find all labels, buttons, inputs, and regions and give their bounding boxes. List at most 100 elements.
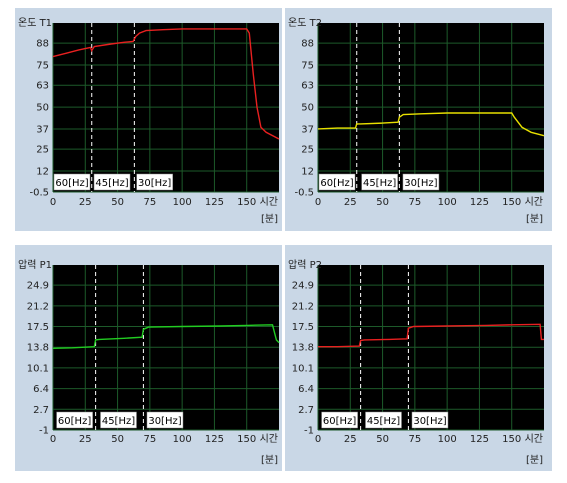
x-axis-unit: [분]: [261, 213, 278, 225]
phase-label-box: [402, 173, 440, 191]
series-line: [52, 28, 280, 140]
x-tick-label: 100: [173, 434, 192, 445]
x-axis-unit: [분]: [261, 454, 278, 466]
x-axis-label: 시간: [525, 433, 543, 445]
x-tick-label: 0: [50, 197, 56, 208]
y-tick-label: 25: [36, 145, 49, 156]
y-tick-label: 12: [36, 166, 49, 177]
chart-title: 압력 P2: [288, 258, 322, 271]
phase-label-text: 30[Hz]: [404, 178, 437, 189]
y-tick-label: 2.7: [33, 405, 49, 416]
y-tick-label: 17.5: [27, 322, 49, 333]
phase-label-box: [93, 173, 131, 191]
phase-label: 45[Hz]: [93, 173, 131, 191]
y-tick-label: 75: [301, 61, 314, 72]
y-tick-label: 63: [301, 81, 314, 92]
x-tick-label: 50: [111, 434, 124, 445]
y-tick-label: 12: [301, 166, 314, 177]
x-tick-label: 125: [205, 197, 224, 208]
chart-svg: 60[Hz] 45[Hz] 30[Hz] -0.5 12 25 37 50 63 75 88 0 25 5…: [18, 17, 280, 225]
y-tick-label: 13.8: [292, 343, 314, 354]
x-axis-unit: [분]: [526, 454, 543, 466]
x-tick-label: 75: [408, 197, 421, 208]
x-tick-label: 125: [470, 197, 489, 208]
x-tick-label: 25: [344, 434, 357, 445]
y-tick-label: -0.5: [294, 188, 314, 199]
phase-label-box: [365, 411, 402, 429]
phase-label: 60[Hz]: [53, 173, 91, 191]
phase-label-box: [136, 173, 173, 191]
phase-label: 60[Hz]: [321, 411, 358, 429]
x-tick-label: 100: [438, 434, 457, 445]
phase-label: 30[Hz]: [146, 411, 184, 429]
phase-label: 45[Hz]: [100, 411, 137, 429]
x-tick-label: 0: [315, 434, 321, 445]
x-tick-label: 75: [143, 434, 156, 445]
series-line: [52, 324, 280, 349]
y-tick-label: 24.9: [27, 281, 49, 292]
chart-panel-t2: 60[Hz] 45[Hz] 30[Hz] -0.5 12 25 37 50 63 75 88 0 25 5…: [285, 8, 552, 231]
phase-label: 45[Hz]: [365, 411, 402, 429]
y-tick-label: 10.1: [27, 363, 49, 374]
chart-panel-p2: 60[Hz] 45[Hz] 30[Hz] -1 2.7 6.4 10.1 13.8 17.5 21…: [285, 245, 552, 471]
phase-label-box: [146, 411, 184, 429]
y-tick-label: -1: [304, 426, 314, 437]
y-tick-label: 13.8: [27, 343, 49, 354]
y-tick-label: 37: [301, 124, 314, 135]
x-tick-label: 50: [376, 197, 389, 208]
phase-label-box: [56, 411, 93, 429]
y-tick-label: 25: [301, 145, 314, 156]
phase-label: 30[Hz]: [402, 173, 440, 191]
phase-label-text: 60[Hz]: [320, 178, 353, 189]
chart-svg: 60[Hz] 45[Hz] 30[Hz] -1 2.7 6.4 10.1 13.8 17.5 21…: [288, 258, 544, 466]
grid: [317, 23, 544, 193]
x-tick-label: 25: [79, 197, 92, 208]
x-tick-label: 50: [376, 434, 389, 445]
phase-label-box: [321, 411, 358, 429]
x-tick-label: 150: [237, 197, 256, 208]
series-line: [318, 323, 544, 348]
phase-label-text: 60[Hz]: [58, 416, 91, 427]
y-tick-label: 50: [301, 103, 314, 114]
x-tick-label: 150: [502, 197, 521, 208]
grid: [52, 265, 279, 431]
phase-label: 30[Hz]: [136, 173, 173, 191]
phase-label-box: [100, 411, 137, 429]
chart-panel-t1: 60[Hz] 45[Hz] 30[Hz] -0.5 12 25 37 50 63 75 88 0 25 5…: [15, 8, 282, 231]
phase-label-box: [318, 173, 356, 191]
chart-panel-p1: 60[Hz] 45[Hz] 30[Hz] -1 2.7 6.4 10.1 13.8 17.5 21…: [15, 245, 282, 471]
phase-label-text: 45[Hz]: [102, 416, 135, 427]
phase-label-text: 45[Hz]: [367, 416, 400, 427]
x-axis-label: 시간: [260, 196, 278, 208]
grid: [52, 23, 279, 193]
phase-label-text: 30[Hz]: [138, 178, 171, 189]
series-line: [317, 112, 545, 137]
y-tick-label: 88: [301, 39, 314, 50]
x-tick-label: 0: [315, 197, 321, 208]
x-axis-label: 시간: [525, 196, 543, 208]
x-tick-label: 150: [237, 434, 256, 445]
phase-label-box: [411, 411, 449, 429]
phase-label-text: 30[Hz]: [148, 416, 181, 427]
y-tick-label: 6.4: [298, 384, 314, 395]
x-tick-label: 75: [408, 434, 421, 445]
y-tick-label: 10.1: [292, 363, 314, 374]
y-tick-label: 50: [36, 103, 49, 114]
chart-svg: 60[Hz] 45[Hz] 30[Hz] -0.5 12 25 37 50 63 75 88 0 25 5…: [288, 17, 545, 225]
x-tick-label: 125: [205, 434, 224, 445]
x-tick-label: 100: [173, 197, 192, 208]
x-axis-label: 시간: [260, 433, 278, 445]
chart-title: 온도 T1: [18, 17, 52, 29]
y-tick-label: 6.4: [33, 384, 49, 395]
phase-label: 60[Hz]: [56, 411, 93, 429]
y-tick-label: 21.2: [27, 301, 49, 312]
x-tick-label: 125: [470, 434, 489, 445]
y-tick-label: 24.9: [292, 281, 314, 292]
x-tick-label: 0: [50, 434, 56, 445]
x-tick-label: 25: [344, 197, 357, 208]
chart-title: 압력 P1: [18, 258, 52, 271]
phase-label: 45[Hz]: [361, 173, 398, 191]
phase-label-text: 60[Hz]: [55, 178, 88, 189]
x-tick-label: 50: [111, 197, 124, 208]
grid: [317, 265, 544, 431]
